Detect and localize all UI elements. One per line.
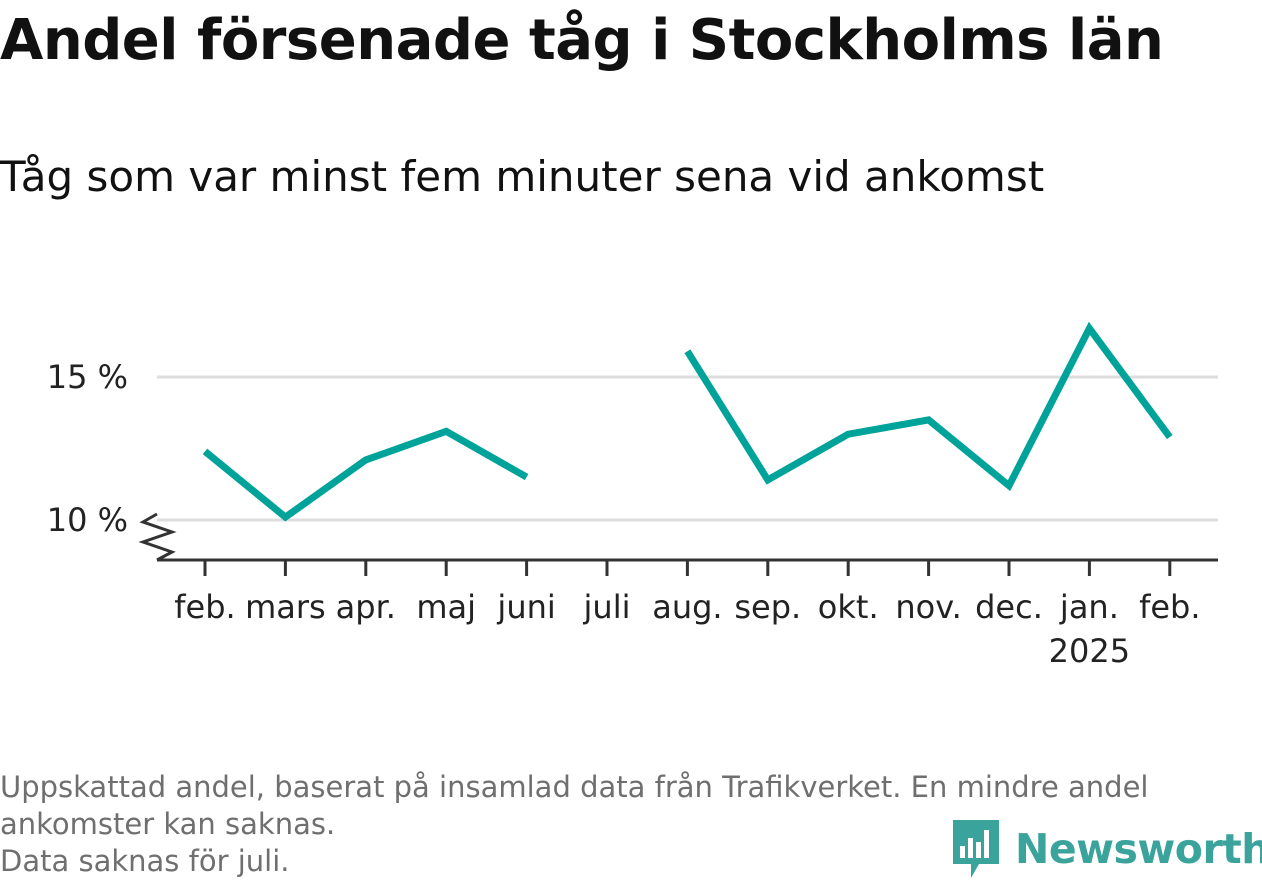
grid-layer	[157, 375, 1218, 522]
series-line-segment	[684, 321, 1173, 492]
chart-subtitle: Tåg som var minst fem minuter sena vid a…	[0, 152, 1045, 201]
x-tick-label: apr.	[336, 588, 396, 626]
x-tick-label: mars	[245, 588, 326, 626]
line-chart: 10 % 15 % feb. mars apr. maj juni juli aug. sep. o…	[47, 321, 1218, 670]
x-tick-label: nov.	[895, 588, 961, 626]
x-tick-label: maj	[416, 588, 476, 626]
axis-break-marker	[138, 512, 177, 562]
x-tick-sublabel: 2025	[1049, 632, 1130, 670]
footnote-line-2: ankomster kan saknas.	[0, 807, 336, 841]
x-tick-label: sep.	[734, 588, 801, 626]
x-tick-label: feb.	[1139, 588, 1200, 626]
tick-label-layer: 10 % 15 % feb. mars apr. maj juni juli aug. sep. o…	[47, 358, 1201, 670]
chart-title: Andel försenade tåg i Stockholms län	[0, 8, 1164, 73]
newsworthy-logo: Newsworthy	[951, 818, 1262, 880]
y-tick-label: 10 %	[47, 501, 128, 539]
y-tick-label: 15 %	[47, 358, 128, 396]
footnote: Uppskattad andel, baserat på insamlad da…	[0, 769, 1250, 880]
footnote-line-3: Data saknas för juli.	[0, 844, 290, 878]
x-tick-label: dec.	[975, 588, 1043, 626]
x-tick-label: feb.	[174, 588, 235, 626]
x-tick-label: jan.	[1059, 588, 1119, 626]
series-layer	[202, 321, 1173, 522]
x-tick-label: aug.	[652, 588, 722, 626]
x-tick-label: okt.	[818, 588, 879, 626]
footnote-line-1: Uppskattad andel, baserat på insamlad da…	[0, 770, 1149, 804]
x-tick-label: juli	[583, 588, 631, 626]
logo-text: Newsworthy	[1015, 825, 1262, 873]
series-line-segment	[202, 427, 529, 522]
x-tick-label: juni	[496, 588, 555, 626]
newsworthy-bar-chart-icon	[953, 820, 999, 878]
axis-layer	[138, 512, 1218, 576]
